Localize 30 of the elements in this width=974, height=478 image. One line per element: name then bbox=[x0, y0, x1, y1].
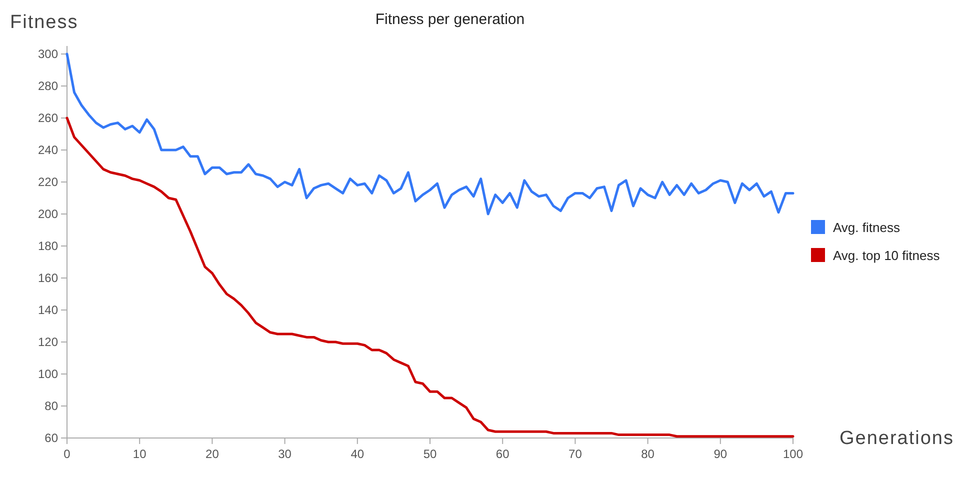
x-tick-label: 10 bbox=[132, 447, 147, 461]
x-tick-label: 40 bbox=[350, 447, 364, 461]
x-tick-label: 80 bbox=[641, 447, 655, 461]
legend-label: Avg. fitness bbox=[833, 220, 900, 235]
y-tick-label: 220 bbox=[38, 175, 58, 189]
line-series bbox=[66, 52, 794, 216]
y-axis-title: Fitness bbox=[10, 12, 78, 33]
x-tick-label: 100 bbox=[782, 447, 804, 461]
x-tick-label: 50 bbox=[423, 447, 437, 461]
y-tick-label: 280 bbox=[38, 79, 58, 93]
y-tick-label: 140 bbox=[38, 303, 58, 317]
y-tick-label: 80 bbox=[44, 399, 58, 413]
x-tick-label: 60 bbox=[496, 447, 510, 461]
x-tick-label: 70 bbox=[568, 447, 582, 461]
y-tick-label: 120 bbox=[38, 335, 58, 349]
y-tick-label: 260 bbox=[38, 111, 58, 125]
y-tick-label: 200 bbox=[38, 207, 58, 221]
y-tick-label: 100 bbox=[38, 367, 58, 381]
x-tick-label: 90 bbox=[714, 447, 728, 461]
legend-label: Avg. top 10 fitness bbox=[833, 248, 940, 263]
y-tick-label: 160 bbox=[38, 271, 58, 285]
x-axis-title: Generations bbox=[839, 428, 954, 449]
y-tick-label: 60 bbox=[44, 431, 58, 445]
y-tick-label: 180 bbox=[38, 239, 58, 253]
chart-title: Fitness per generation bbox=[375, 11, 525, 28]
y-tick-label: 300 bbox=[38, 47, 58, 61]
y-tick-label: 240 bbox=[38, 143, 58, 157]
x-tick-label: 30 bbox=[278, 447, 292, 461]
x-tick-label: 0 bbox=[64, 447, 71, 461]
x-tick-label: 20 bbox=[206, 447, 220, 461]
